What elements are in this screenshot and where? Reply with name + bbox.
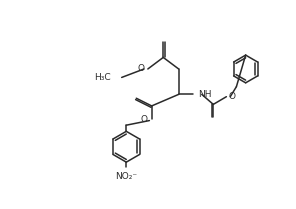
Text: O: O [138,64,145,74]
Text: NH: NH [198,90,211,99]
Text: H₃C: H₃C [94,73,111,82]
Text: O: O [229,92,236,101]
Text: O: O [141,115,148,124]
Text: NO₂⁻: NO₂⁻ [115,172,137,181]
